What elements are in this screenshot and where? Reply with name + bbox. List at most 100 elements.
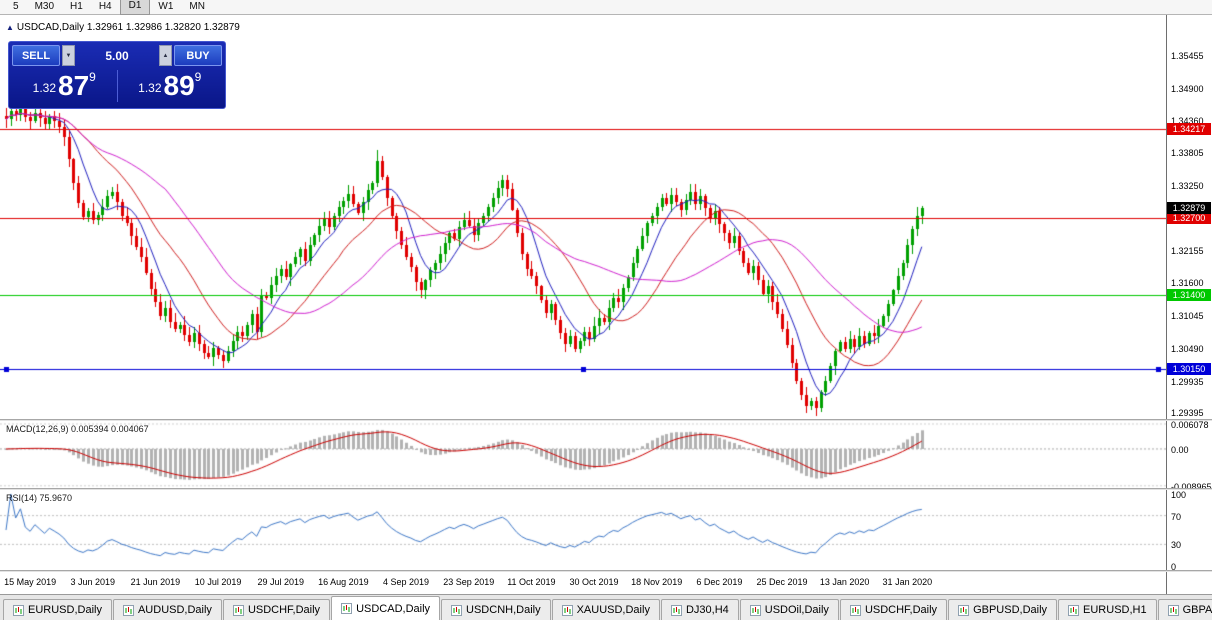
chart-tab-icon: [958, 604, 970, 616]
chart-ohlc-text: USDCAD,Daily 1.32961 1.32986 1.32820 1.3…: [16, 22, 240, 33]
date-axis-label: 3 Jun 2019: [70, 577, 116, 587]
buy-price-display[interactable]: 1.32 89 9: [118, 70, 223, 103]
hline-price-badge: 1.34217: [1167, 123, 1211, 135]
chart-tab-xauusd-daily[interactable]: XAUUSD,Daily: [551, 599, 660, 620]
chart-tab-label: USDCHF,Daily: [864, 604, 938, 616]
price-axis-label: 1.30490: [1171, 343, 1204, 354]
price-axis-label: 1.32155: [1171, 245, 1204, 256]
date-axis-label: 11 Oct 2019: [507, 577, 556, 587]
timeframe-toolbar: 5 M30 H1 H4 D1 W1 MN: [0, 0, 1212, 15]
timeframe-button-5[interactable]: 5: [13, 1, 19, 12]
rsi-axis-label: 100: [1171, 490, 1187, 500]
date-axis-label: 29 Jul 2019: [257, 577, 305, 587]
chart-tab-label: USDCHF,Daily: [247, 604, 321, 616]
chart-tab-usdchf-daily[interactable]: USDCHF,Daily: [839, 599, 948, 620]
timeframe-button-m30[interactable]: M30: [34, 1, 55, 12]
date-axis-label: 23 Sep 2019: [443, 577, 495, 587]
buy-price-sup: 9: [194, 69, 202, 84]
date-axis-label: 31 Jan 2020: [882, 577, 933, 587]
sell-price-big: 87: [58, 69, 90, 101]
chart-tab-icon: [1068, 604, 1080, 616]
price-divider: [116, 70, 118, 102]
current-price-badge: 1.32879: [1167, 201, 1211, 214]
sell-price-display[interactable]: 1.32 87 9: [12, 70, 117, 103]
volume-input[interactable]: 5.00: [105, 48, 129, 63]
date-axis-label: 25 Dec 2019: [756, 577, 808, 587]
hline-price-badge: 1.32700: [1167, 212, 1211, 225]
chart-tab-icon: [849, 604, 861, 616]
date-axis-label: 6 Dec 2019: [696, 577, 743, 587]
timeframe-button-d1[interactable]: D1: [119, 0, 151, 15]
buy-price-small: 1.32: [138, 80, 162, 95]
chart-tab-label: DJ30,H4: [685, 604, 729, 616]
chart-tab-usdcad-daily[interactable]: USDCAD,Daily: [331, 596, 441, 620]
buy-button[interactable]: BUY: [174, 45, 222, 66]
chart-tab-icon: [341, 603, 353, 614]
date-axis-label: 16 Aug 2019: [318, 577, 369, 587]
chart-tab-label: AUDUSD,Daily: [137, 604, 212, 616]
timeframe-button-h4[interactable]: H4: [98, 1, 112, 12]
chart-title: ▲ USDCAD,Daily 1.32961 1.32986 1.32820 1…: [6, 22, 240, 33]
volume-increase-button[interactable]: ▲: [159, 45, 172, 66]
chart-tab-eurusd-daily[interactable]: EURUSD,Daily: [3, 599, 112, 620]
pane-separator[interactable]: [0, 488, 1212, 490]
date-axis: 15 May 2019 3 Jun 2019 21 Jun 2019 10 Jul 2…: [0, 572, 1166, 594]
chart-tab-label: XAUUSD,Daily: [576, 604, 650, 616]
chart-tab-icon: [561, 604, 573, 616]
price-axis-label: 1.34900: [1171, 83, 1204, 94]
price-axis-label: 1.29395: [1171, 408, 1204, 419]
date-axis-label: 18 Nov 2019: [631, 577, 683, 587]
chart-tab-label: USDCAD,Daily: [356, 602, 431, 615]
chart-tab-bar: EURUSD,Daily AUDUSD,Daily USDCHF,Daily USDC…: [0, 594, 1212, 620]
chart-tab-label: EURUSD,Daily: [28, 604, 102, 616]
chart-tab-eurusd-h1[interactable]: EURUSD,H1: [1058, 599, 1157, 620]
buy-price-big: 89: [163, 69, 195, 101]
timeframe-button-h1[interactable]: H1: [70, 1, 83, 12]
chart-tab-icon: [451, 604, 463, 616]
macd-label: MACD(12,26,9) 0.005394 0.004067: [6, 424, 149, 434]
chart-tab-label: USDCNH,Daily: [466, 604, 541, 616]
rsi-indicator-canvas[interactable]: [0, 490, 1166, 570]
chart-tab-icon: [13, 604, 24, 616]
rsi-label: RSI(14) 75.9670: [6, 493, 73, 503]
date-axis-label: 4 Sep 2019: [383, 577, 430, 587]
chart-tab-usdchf-daily[interactable]: USDCHF,Daily: [222, 599, 331, 620]
macd-axis-label: 0.00: [1171, 444, 1189, 455]
price-axis-label: 1.33805: [1171, 148, 1204, 159]
rsi-axis-label: 70: [1171, 511, 1182, 522]
symbol-icon: ▲: [6, 23, 14, 32]
volume-decrease-button[interactable]: ▼: [62, 45, 75, 66]
chart-tab-label: GBPUSD,Daily: [973, 604, 1048, 616]
price-axis-label: 1.29935: [1171, 376, 1204, 387]
date-axis-label: 15 May 2019: [4, 577, 57, 587]
sell-button[interactable]: SELL: [12, 45, 60, 66]
chart-tab-audusd-daily[interactable]: AUDUSD,Daily: [112, 599, 222, 620]
chart-tab-gbpusd-daily[interactable]: GBPUSD,Daily: [948, 599, 1058, 620]
chart-tab-icon: [670, 604, 682, 616]
chart-tab-icon: [749, 604, 761, 616]
chart-tab-icon: [122, 604, 134, 616]
chart-tab-icon: [1167, 604, 1179, 616]
macd-axis-label: 0.006078: [1171, 419, 1209, 430]
chart-tab-label: USDOil,Daily: [764, 604, 829, 616]
price-axis-label: 1.31600: [1171, 278, 1204, 289]
pane-separator[interactable]: [0, 419, 1212, 421]
timeframe-button-mn[interactable]: MN: [189, 1, 205, 12]
hline-price-badge: 1.31400: [1167, 289, 1211, 302]
price-axis-label: 1.33250: [1171, 181, 1204, 192]
macd-indicator-canvas[interactable]: [0, 421, 1166, 488]
chart-tab-usdoil-daily[interactable]: USDOil,Daily: [739, 599, 839, 620]
chart-tab-dj30-h4[interactable]: DJ30,H4: [660, 599, 739, 620]
chart-tab-gbpaud-h1[interactable]: GBPAUD,H1: [1157, 599, 1212, 620]
price-axis-label: 1.34360: [1171, 115, 1204, 126]
rsi-axis-label: 0: [1171, 562, 1177, 572]
price-axis[interactable]: 1.354551.349001.343601.338051.332501.326…: [1166, 15, 1212, 594]
date-axis-label: 10 Jul 2019: [194, 577, 242, 587]
chart-area: ▲ USDCAD,Daily 1.32961 1.32986 1.32820 1…: [0, 15, 1212, 594]
pane-separator[interactable]: [0, 570, 1212, 572]
chart-tab-icon: [232, 604, 244, 616]
timeframe-button-w1[interactable]: W1: [158, 1, 174, 12]
chart-tab-usdcnh-daily[interactable]: USDCNH,Daily: [441, 599, 551, 620]
price-axis-label: 1.31045: [1171, 311, 1204, 322]
rsi-axis-label: 30: [1171, 540, 1182, 551]
